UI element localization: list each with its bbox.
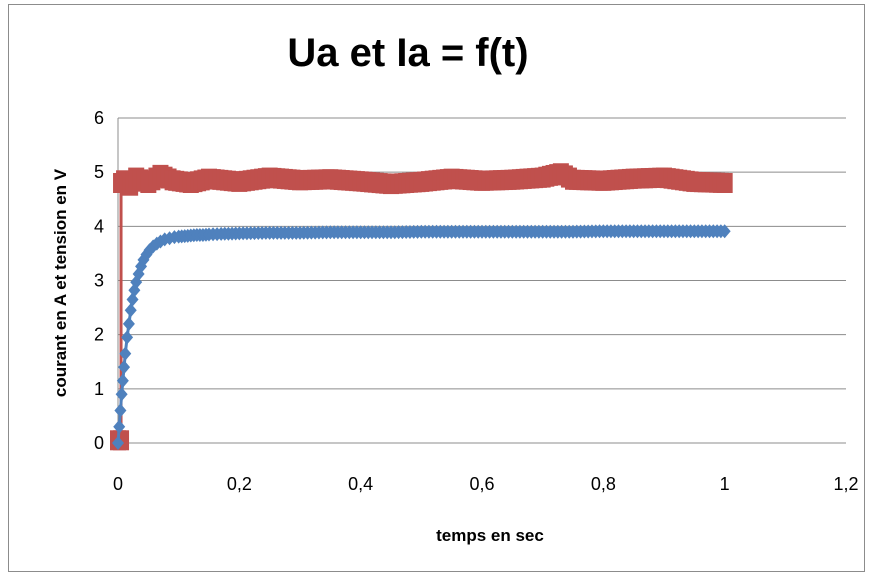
series-1-line xyxy=(118,171,725,442)
x-tick-label-1: 1 xyxy=(720,474,730,494)
y-axis-title: courant en A et tension en V xyxy=(51,168,70,397)
y-tick-label-5: 5 xyxy=(94,162,104,182)
series-0-point xyxy=(113,419,126,434)
x-tick-label-0-6: 0,6 xyxy=(469,474,494,494)
series-0-point xyxy=(126,292,139,307)
y-tick-label-6: 6 xyxy=(94,108,104,128)
series-0-point xyxy=(121,330,134,345)
y-tick-label-1: 1 xyxy=(94,379,104,399)
series-0-point xyxy=(122,316,135,331)
series-0-point xyxy=(718,224,731,239)
series-0-point xyxy=(137,252,150,267)
series-0-point xyxy=(112,436,124,450)
series-1 xyxy=(110,163,733,451)
y-tick-label-2: 2 xyxy=(94,325,104,345)
x-tick-label-1-2: 1,2 xyxy=(833,474,858,494)
x-tick-label-0: 0 xyxy=(113,474,123,494)
series-0-point xyxy=(119,346,132,361)
chart-frame xyxy=(8,4,865,572)
series-0-point xyxy=(118,360,131,375)
series-1-point xyxy=(716,173,733,193)
x-tick-label-0-4: 0,4 xyxy=(348,474,373,494)
series-0-line xyxy=(116,229,725,444)
series-0-point xyxy=(114,403,127,418)
series-0-point xyxy=(124,303,137,318)
y-tick-label-0: 0 xyxy=(94,433,104,453)
series-0-point xyxy=(115,387,128,402)
series-0-point xyxy=(116,373,129,388)
x-axis-title: temps en sec xyxy=(436,526,544,545)
y-tick-label-3: 3 xyxy=(94,271,104,291)
chart-title: Ua et Ia = f(t) xyxy=(287,31,528,75)
x-tick-label-0-2: 0,2 xyxy=(227,474,252,494)
y-tick-label-4: 4 xyxy=(94,216,104,236)
series-0 xyxy=(112,224,731,450)
x-tick-label-0-8: 0,8 xyxy=(591,474,616,494)
